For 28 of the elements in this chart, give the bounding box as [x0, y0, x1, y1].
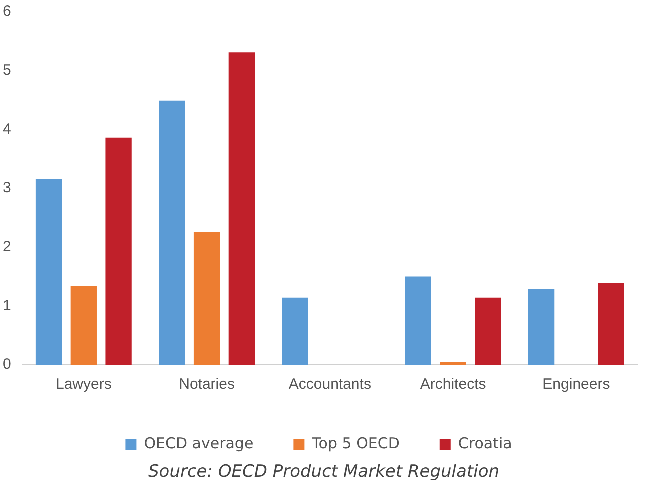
bar [405, 276, 432, 365]
bar [36, 179, 62, 365]
legend-label: OECD average [144, 434, 254, 452]
bar [282, 298, 308, 365]
source-note: Source: OECD Product Market Regulation [148, 462, 500, 482]
bar [159, 100, 186, 365]
x-tick-label: Lawyers [56, 376, 112, 394]
bar [528, 289, 555, 365]
bar [194, 232, 220, 365]
legend-label: Top 5 OECD [311, 434, 400, 452]
bar [106, 138, 132, 365]
x-tick-label: Accountants [288, 376, 372, 394]
bar [598, 283, 624, 365]
y-tick-label: 4 [3, 120, 12, 138]
bar [70, 286, 97, 365]
bar [228, 52, 256, 365]
y-tick-label: 6 [3, 3, 12, 20]
bar [475, 298, 502, 365]
x-tick-label: Architects [420, 376, 486, 394]
y-tick-label: 2 [3, 238, 12, 256]
bar [440, 362, 466, 365]
x-tick-label: Notaries [179, 376, 235, 394]
y-tick-label: 3 [3, 180, 12, 197]
y-tick-label: 0 [3, 356, 12, 374]
legend-label: Croatia [458, 434, 512, 452]
y-tick-label: 1 [3, 297, 12, 314]
x-tick-label: Engineers [542, 376, 610, 394]
y-tick-label: 5 [3, 62, 12, 79]
